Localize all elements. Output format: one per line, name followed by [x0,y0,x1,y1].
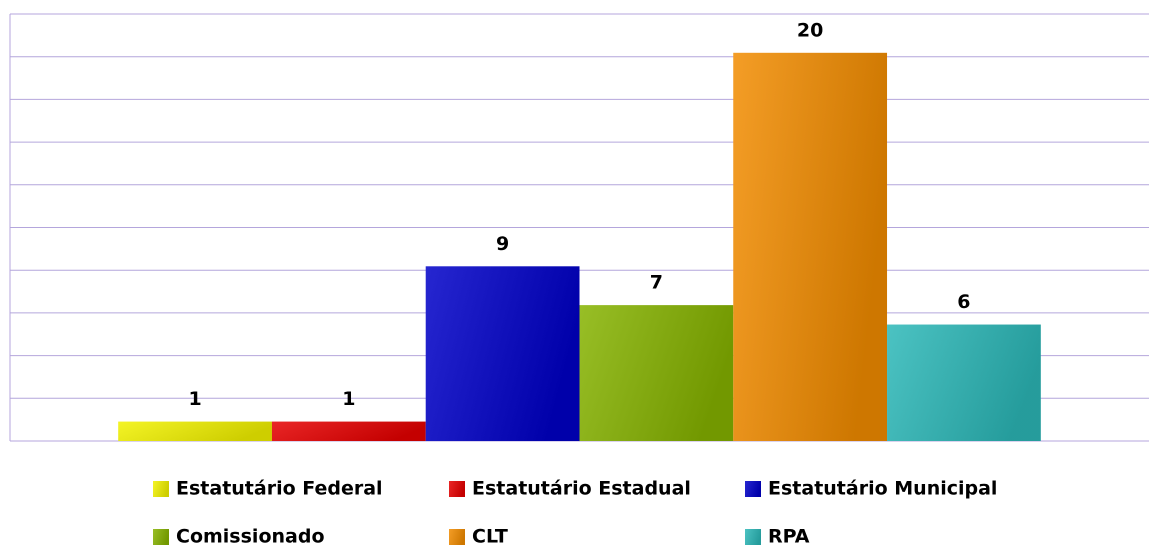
bar-shade [733,52,888,442]
legend-label: CLT [472,526,508,546]
legend-swatch-shade [745,529,761,545]
bar-shade [118,421,272,441]
legend-swatch-shade [449,481,465,497]
legend-label: Estatutário Federal [176,478,383,500]
legend-swatch-shade [449,529,465,545]
legend-label: Comissionado [176,526,325,546]
data-label: 6 [957,291,970,313]
legend-swatch-shade [745,481,761,497]
data-label: 9 [496,233,509,255]
legend-swatch-shade [153,481,169,497]
data-label: 7 [650,272,663,294]
bar-shade [887,324,1041,441]
legend-label: RPA [768,526,810,546]
legend-label: Estatutário Estadual [472,478,691,500]
legend-swatch-shade [153,529,169,545]
data-label: 20 [797,19,823,41]
bar-shade [425,266,580,441]
legend-label: Estatutário Municipal [768,478,997,500]
data-label: 1 [188,388,201,410]
bar-shade [271,421,426,441]
data-label: 1 [342,388,355,410]
bar-shade [579,305,734,441]
